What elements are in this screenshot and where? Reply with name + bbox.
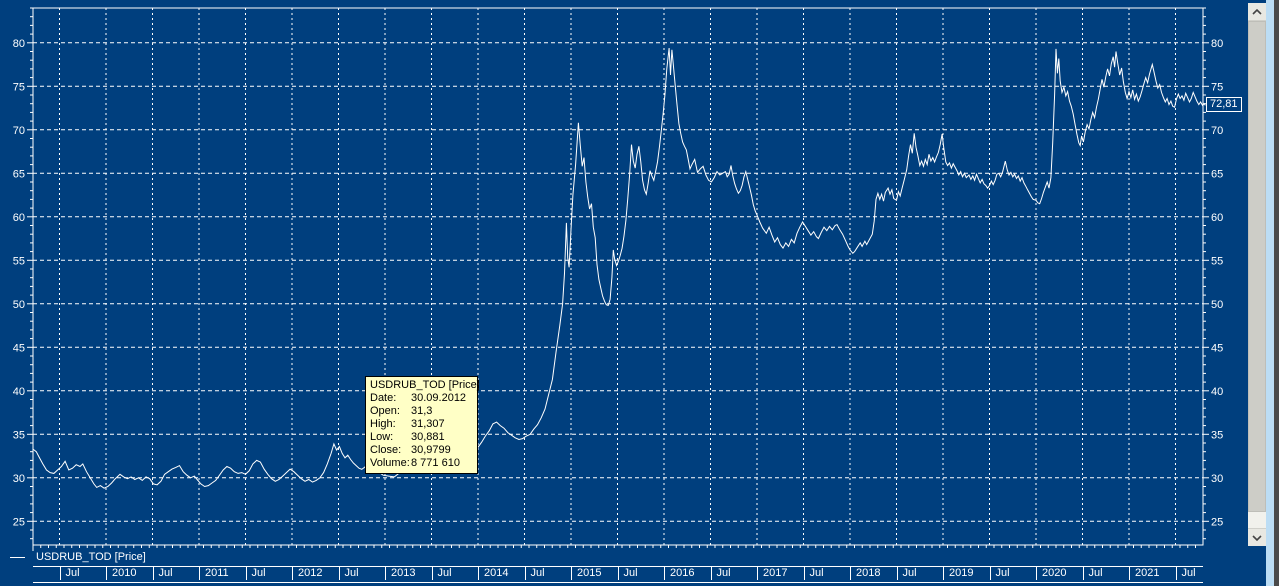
time-axis-cell-2015: 2015 [571,567,618,580]
time-axis-cell-2020: 2020 [1036,567,1083,580]
time-axis-cell-jul: Jul [431,567,479,580]
time-axis-cell-2013: 2013 [385,567,432,580]
y-axis-label-left: 50 [13,299,25,311]
y-axis-label-left: 25 [13,516,25,528]
legend-line-sample-icon [10,557,25,558]
y-axis-label-right: 35 [1211,429,1223,441]
tooltip-row-high: High: 31,307 [370,418,445,430]
time-axis-cell [33,567,60,580]
y-axis-label-right: 50 [1211,299,1223,311]
time-axis-cell-2014: 2014 [478,567,525,580]
time-axis-cell-jul: Jul [59,567,107,580]
time-axis-cell-2018: 2018 [850,567,897,580]
price-line [32,47,1206,489]
tooltip-row-open: Open: 31,3 [370,405,433,417]
y-axis-label-left: 45 [13,342,25,354]
time-axis-cell-jul: Jul [524,567,572,580]
y-axis-label-right: 70 [1211,125,1223,137]
tooltip-row-volume: Volume:8 771 610 [370,457,460,469]
time-axis-cell-jul: Jul [896,567,944,580]
time-axis-cell-2016: 2016 [664,567,711,580]
time-axis-bar: Jul 2010 Jul 2011 Jul 2012 Jul 2013 Jul 2014 Jul 20… [33,566,1203,583]
time-axis-cell-jul: Jul [338,567,386,580]
time-axis-cell-2021: 2021 [1129,567,1176,580]
legend: USDRUB_TOD [Price] [9,551,146,564]
tooltip-title: USDRUB_TOD [Price] [370,379,480,391]
scrollbar-up-button[interactable] [1248,3,1266,21]
y-axis-label-left: 70 [13,125,25,137]
y-axis-label-right: 55 [1211,255,1223,267]
y-axis-label-left: 55 [13,255,25,267]
y-axis-label-left: 30 [13,473,25,485]
last-price-marker: 72,81 [1206,97,1242,112]
scrollbar-thumb[interactable] [1248,21,1266,512]
time-axis-cell-2010: 2010 [106,567,153,580]
chevron-down-icon [1252,534,1262,541]
y-axis-label-left: 75 [13,81,25,93]
tooltip-row-low: Low: 30,881 [370,431,445,443]
time-axis-cell-jul: Jul [803,567,851,580]
time-axis-cell-2011: 2011 [199,567,246,580]
tooltip-row-date: Date: 30.09.2012 [370,392,467,404]
y-axis-label-right: 80 [1211,38,1223,50]
tooltip-row-close: Close: 30,9799 [370,444,451,456]
window-border [1274,0,1279,586]
time-axis-cell-jul: Jul [617,567,665,580]
time-axis-cell-2012: 2012 [292,567,339,580]
chevron-up-icon [1252,8,1262,15]
y-axis-label-right: 25 [1211,516,1223,528]
y-axis-label-right: 30 [1211,473,1223,485]
y-axis-label-right: 65 [1211,168,1223,180]
y-axis-label-left: 60 [13,212,25,224]
time-axis-cell-jul: Jul [1175,567,1204,580]
scrollbar-down-button[interactable] [1248,528,1266,546]
data-tooltip: USDRUB_TOD [Price] Date: 30.09.2012 Open:… [365,376,480,474]
y-axis-label-left: 35 [13,429,25,441]
time-axis-cell-jul: Jul [245,567,293,580]
time-axis-cell-2017: 2017 [757,567,804,580]
time-axis-cell-jul: Jul [710,567,758,580]
plot-border [32,7,1204,546]
vertical-scrollbar[interactable] [1248,3,1266,546]
time-axis-cell-jul: Jul [1082,567,1130,580]
legend-label: USDRUB_TOD [Price] [36,551,146,563]
y-axis-label-left: 65 [13,168,25,180]
window-inner-edge [1266,0,1274,586]
y-axis-label-right: 60 [1211,212,1223,224]
y-axis-label-left: 40 [13,386,25,398]
y-axis-label-right: 40 [1211,386,1223,398]
y-axis-label-left: 80 [13,38,25,50]
time-axis-cell-jul: Jul [989,567,1037,580]
time-axis-cell-2019: 2019 [943,567,990,580]
y-axis-label-right: 75 [1211,81,1223,93]
time-axis-cell-jul: Jul [152,567,200,580]
y-axis-label-right: 45 [1211,342,1223,354]
